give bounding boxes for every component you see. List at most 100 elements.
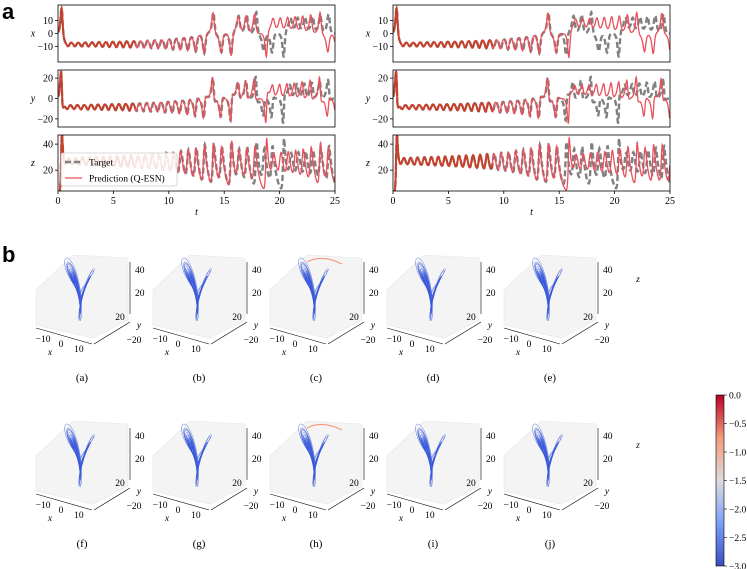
x-tick-label: −10 xyxy=(153,335,168,345)
y-axis-label: y xyxy=(604,487,610,497)
subplot-frame xyxy=(392,134,671,192)
x-tick-label: 15 xyxy=(219,196,229,207)
y-axis-label: y xyxy=(370,487,376,497)
y-axis-label: y xyxy=(30,94,36,105)
y-tick-label: −20 xyxy=(478,502,493,512)
z-axis-label: z xyxy=(635,275,640,285)
legend-box xyxy=(60,152,178,187)
y-tick-label: 0 xyxy=(48,94,53,105)
x-axis-label: x xyxy=(47,514,53,524)
x-tick-label: 10 xyxy=(425,345,435,355)
attractor-subplot-b: −10 0 10 x −20 20 y 40 20 (b) xyxy=(153,254,262,384)
y-tick-label: 20 xyxy=(378,166,388,177)
z-tick-label: 40 xyxy=(135,266,145,276)
z-tick-label: 20 xyxy=(369,289,379,299)
y-tick-label: 20 xyxy=(583,479,593,489)
z-tick-label: 20 xyxy=(252,289,262,299)
y-tick-label: −20 xyxy=(244,502,259,512)
subplot-label: (e) xyxy=(544,372,557,384)
x-tick-label: 20 xyxy=(610,196,620,207)
x-tick-label: 0 xyxy=(410,506,415,516)
colorbar-tick-label: −1.0 xyxy=(729,449,746,459)
x-axis xyxy=(152,493,210,511)
z-tick-label: 40 xyxy=(252,266,262,276)
x-tick-label: 10 xyxy=(74,345,84,355)
x-tick-label: 10 xyxy=(191,511,201,521)
x-tick-label: 0 xyxy=(293,506,298,516)
subplot-y: 20 0 −20y xyxy=(30,69,336,128)
z-axis-label: z xyxy=(635,441,640,451)
y-tick-label: 10 xyxy=(43,16,53,27)
y-axis-label: y xyxy=(487,321,493,331)
y-tick-label: −20 xyxy=(478,336,493,346)
attractor-trajectory xyxy=(298,423,329,487)
x-tick-label: 20 xyxy=(275,196,285,207)
attractor-trajectory xyxy=(181,257,212,321)
x-tick-label: 10 xyxy=(308,345,318,355)
x-tick-label: 10 xyxy=(191,345,201,355)
y-tick-label: 20 xyxy=(378,74,388,85)
attractor-trajectory xyxy=(532,423,563,487)
x-axis-label: x xyxy=(398,514,404,524)
z-tick-label: 20 xyxy=(486,289,496,299)
subplot-z: 40 20 z xyxy=(365,134,671,192)
y-axis-label: x xyxy=(30,29,36,40)
y-tick-label: 0 xyxy=(48,29,53,40)
y-tick-label: −20 xyxy=(361,336,376,346)
y-axis xyxy=(327,321,365,345)
subplot-frame xyxy=(57,134,336,192)
y-tick-label: 20 xyxy=(583,313,593,323)
x-axis-label: x xyxy=(164,514,170,524)
panel-a-label: a xyxy=(2,0,15,24)
subplot-y: 20 0 −20y xyxy=(365,69,671,128)
attractor-subplot-j: −10 0 10 x −20 20 y 40 20 z (j) xyxy=(504,420,640,550)
prediction-line-x xyxy=(58,5,335,59)
high-error-segment xyxy=(306,423,343,431)
y-tick-label: 0 xyxy=(383,29,388,40)
subplot-label: (f) xyxy=(77,538,88,550)
attractor-trajectory xyxy=(415,423,446,487)
timeseries-panel-right: 10 0 −10x 20 0 −20y 40 20 z 0 5 10 15 20 25 t xyxy=(365,4,675,218)
x-axis-label: x xyxy=(164,348,170,358)
y-axis xyxy=(444,321,482,345)
y-tick-label: −20 xyxy=(127,336,142,346)
high-error-segment xyxy=(306,257,343,265)
y-tick-label: 20 xyxy=(43,74,53,85)
timeseries-panel-left: 10 0 −10x 20 0 −20y 40 20 z 0 5 10 15 20 25 t Target Pred… xyxy=(30,4,340,218)
legend-prediction-label: Prediction (Q-ESN) xyxy=(89,174,165,185)
x-axis-label: x xyxy=(398,348,404,358)
x-tick-label: 0 xyxy=(527,340,532,350)
x-tick-label: 0 xyxy=(527,506,532,516)
subplot-label: (g) xyxy=(193,538,206,550)
x-tick-label: −10 xyxy=(36,501,51,511)
y-axis-label: y xyxy=(487,487,493,497)
subplot-label: (b) xyxy=(193,372,206,384)
x-axis xyxy=(35,327,93,345)
subplot-label: (i) xyxy=(428,538,439,550)
overlap-line-z xyxy=(393,135,494,191)
x-axis-label: x xyxy=(515,514,521,524)
z-tick-label: 40 xyxy=(252,432,262,442)
overlap-line-x xyxy=(393,5,494,50)
y-tick-label: 20 xyxy=(349,313,359,323)
y-axis-label: y xyxy=(253,487,259,497)
y-axis xyxy=(210,487,248,511)
x-axis xyxy=(269,493,327,511)
z-tick-label: 20 xyxy=(603,455,613,465)
attractor-trajectory xyxy=(181,423,212,487)
y-tick-label: −20 xyxy=(37,114,53,125)
y-axis xyxy=(210,321,248,345)
x-axis-label: x xyxy=(281,514,287,524)
colorbar-tick-label: −1.5 xyxy=(729,477,746,487)
z-tick-label: 40 xyxy=(486,266,496,276)
x-axis-label: t xyxy=(195,207,198,218)
attractor-subplot-i: −10 0 10 x −20 20 y 40 20 (i) xyxy=(387,420,496,550)
y-axis-label: y xyxy=(370,321,376,331)
y-axis-label: y xyxy=(136,487,142,497)
y-tick-label: 20 xyxy=(232,313,242,323)
attractor-subplot-c: −10 0 10 x −20 20 y 40 20 (c) xyxy=(270,254,379,384)
subplot-label: (h) xyxy=(310,538,323,550)
subplot-x: 10 0 −10x xyxy=(365,4,671,63)
x-axis-label: x xyxy=(47,348,53,358)
x-tick-label: 0 xyxy=(293,340,298,350)
